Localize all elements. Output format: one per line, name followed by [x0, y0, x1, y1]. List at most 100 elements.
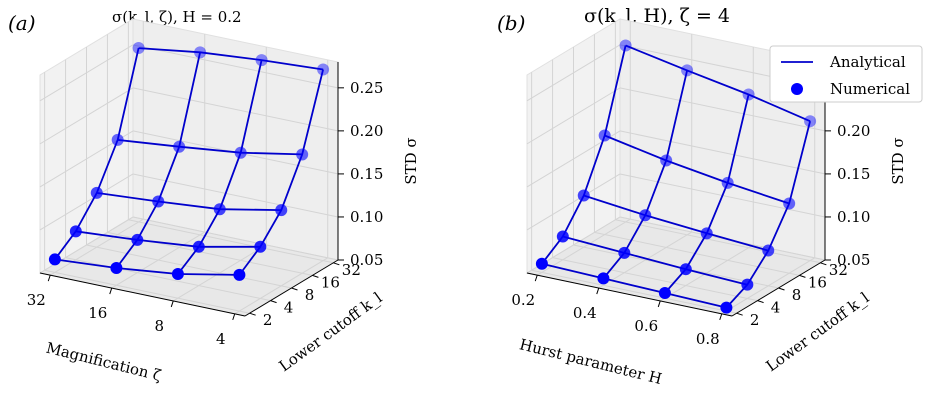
panel-a-numerical-point: [192, 240, 205, 253]
panel-b-x-axis-label: Hurst parameter H: [518, 335, 664, 388]
panel-b-z-tick-label: 0.15: [837, 165, 870, 183]
panel-a-y-tick-label: 2: [263, 311, 273, 329]
panel-b-numerical-point: [535, 257, 548, 270]
panel-b-numerical-point: [619, 39, 632, 52]
panel-b-analytical-line: [583, 194, 769, 252]
panel-a: (a) σ(k_l, ζ), H = 0.2 32168424816320.05…: [8, 8, 420, 385]
panel-b-y-tick-label: 8: [792, 286, 802, 304]
panel-b-x-tick-label: 0.4: [573, 304, 597, 322]
panel-a-analytical-line: [96, 192, 282, 211]
panel-a-analytical-line: [75, 230, 261, 248]
legend: Analytical Numerical: [769, 45, 923, 103]
panel-b-grid-floor-y: [594, 231, 800, 276]
legend-box: [769, 45, 923, 103]
panel-b-numerical-point: [721, 176, 734, 189]
panel-a-numerical-point: [234, 146, 247, 159]
panel-b-numerical-point: [700, 227, 713, 240]
panel-b-numerical-point: [556, 230, 569, 243]
panel-a-z-tick-label: 0.15: [350, 165, 383, 183]
panel-a-numerical-point: [255, 54, 268, 67]
panel-b-numerical-point: [658, 286, 671, 299]
panel-a-grid-back-z: [132, 216, 339, 261]
panel-b-numerical-point: [742, 88, 755, 101]
panel-a-numerical-point: [110, 262, 123, 275]
panel-b-numerical-point: [741, 278, 754, 291]
panel-b-numerical-point: [720, 301, 733, 314]
panel-a-analytical-line: [54, 258, 240, 276]
panel-b-x-tick-mark: [657, 300, 661, 308]
panel-b-z-axis-label: STD σ: [889, 137, 907, 184]
panel-a-grid-floor-y: [86, 244, 292, 289]
panel-a-numerical-point: [296, 148, 309, 161]
panel-a-x-axis-line: [39, 272, 246, 317]
panel-a-z-tick-label: 0.20: [350, 122, 383, 140]
panel-b-y-tick-label: 4: [771, 299, 781, 317]
panel-b-x-tick-mark: [719, 313, 723, 321]
panel-a-z-tick-label: 0.10: [350, 208, 383, 226]
panel-a-analytical-line: [138, 47, 324, 71]
panel-b-y-tick-label: 2: [750, 311, 760, 329]
panel-a-x-tick-mark: [109, 287, 113, 295]
panel-a-grid-floor-y: [128, 219, 334, 264]
panel-a-numerical-point: [233, 268, 246, 281]
panel-b-numerical-point: [618, 246, 631, 259]
panel-a-numerical-point: [254, 240, 267, 253]
panel-a-numerical-point: [213, 203, 226, 216]
panel-b-x-tick-mark: [534, 274, 538, 282]
panel-b-grid-floor-y: [531, 269, 737, 314]
panel-b-y-tick-mark: [778, 287, 785, 291]
panel-a-z-tick-label: 0.05: [350, 251, 383, 269]
panel-a-numerical-point: [171, 268, 184, 281]
panel-b-z-tick-label: 0.20: [837, 122, 870, 140]
panel-a-tag: (a): [8, 11, 36, 35]
panel-b-z-tick-label: 0.05: [837, 251, 870, 269]
panel-b-y-tick-mark: [736, 312, 743, 316]
panel-b-y-tick-mark: [799, 274, 806, 278]
panel-b-x-tick-label: 0.8: [696, 330, 720, 348]
panel-a-x-tick-label: 4: [216, 330, 226, 348]
panel-b-x-tick-label: 0.6: [634, 317, 658, 335]
panel-a-y-tick-mark: [270, 300, 277, 304]
panel-b-x-axis-line: [526, 272, 733, 317]
panel-b-numerical-point: [762, 244, 775, 257]
panel-a-numerical-point: [275, 204, 288, 217]
panel-a-x-tick-label: 16: [88, 304, 107, 322]
panel-a-grid-back-z: [132, 173, 339, 218]
panel-b-numerical-point: [679, 263, 692, 276]
panel-b-analytical-line: [604, 134, 790, 205]
legend-analytical-label: Analytical: [829, 53, 906, 71]
panel-a-z-axis-label: STD σ: [402, 137, 420, 184]
panel-b-grid-left-z: [526, 87, 621, 145]
panel-b-numerical-point: [598, 129, 611, 142]
panel-a-analytical-line: [117, 139, 303, 156]
panel-a-numerical-point: [90, 186, 103, 199]
panel-b-title: σ(k_l, H), ζ = 4: [584, 5, 730, 27]
legend-numerical-marker: [791, 83, 803, 95]
panel-a-numerical-point: [317, 63, 330, 76]
panel-b-y-tick-mark: [757, 300, 764, 304]
panel-a-numerical-point: [131, 233, 144, 246]
panel-a-z-tick-label: 0.25: [350, 79, 383, 97]
panel-b-grid-floor-y: [615, 219, 821, 264]
panel-a-grid-floor-y: [44, 269, 250, 314]
panel-a-y-tick-mark: [312, 274, 319, 278]
panel-b-analytical-line: [541, 262, 727, 309]
panel-b-y-tick-label: 32: [829, 261, 848, 279]
panel-b-numerical-point: [639, 209, 652, 222]
panel-b-numerical-point: [804, 115, 817, 128]
panel-a-y-tick-mark: [291, 287, 298, 291]
panel-a-y-tick-label: 4: [284, 299, 294, 317]
panel-a-x-tick-mark: [47, 274, 51, 282]
panel-b-x-tick-mark: [596, 287, 600, 295]
panel-a-x-tick-label: 32: [27, 291, 46, 309]
panel-a-grid-back-z: [132, 87, 339, 132]
panel-b-grid-back-z: [619, 87, 826, 132]
panel-b-numerical-point: [783, 197, 796, 210]
legend-numerical-label: Numerical: [830, 80, 910, 98]
panel-a-grid-left-z: [39, 44, 134, 102]
panel-a-numerical-point: [132, 42, 145, 55]
panel-a-y-tick-mark: [333, 262, 340, 266]
panel-b-numerical-point: [597, 272, 610, 285]
panel-b-grid-back-z: [619, 130, 826, 175]
